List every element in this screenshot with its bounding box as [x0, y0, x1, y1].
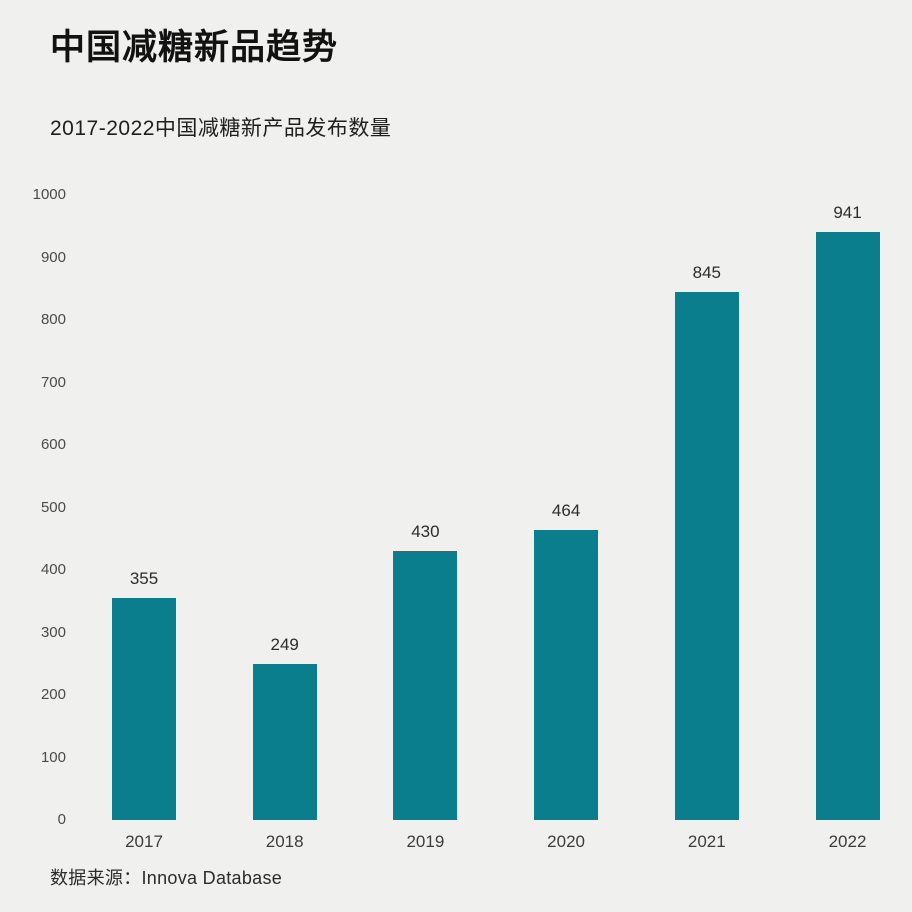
- bar-value-label: 430: [411, 522, 440, 542]
- bar-2019: [393, 551, 458, 820]
- bar-value-label: 355: [129, 569, 159, 589]
- bar-value-label: 464: [551, 501, 581, 520]
- y-axis-tick-label: 700: [40, 373, 66, 391]
- chart-title: 中国减糖新品趋势: [50, 28, 339, 67]
- x-axis-category-label: 2022: [828, 832, 867, 851]
- y-axis-tick-label: 1000: [32, 186, 66, 203]
- y-axis-tick-label: 300: [40, 623, 66, 641]
- x-axis-category-label: 2017: [125, 832, 163, 851]
- data-source-note: 数据来源：Innova Database: [50, 868, 283, 888]
- y-axis-tick-label: 100: [40, 748, 66, 766]
- bar-value-label: 941: [833, 202, 862, 222]
- x-axis-category-label: 2020: [547, 832, 585, 851]
- y-axis-tick-label: 200: [40, 686, 66, 703]
- bar-2021: [674, 291, 739, 820]
- y-axis-tick-label: 500: [40, 498, 66, 516]
- y-axis-tick-label: 600: [40, 436, 66, 453]
- chart-subtitle: 2017-2022中国减糖新产品发布数量: [50, 117, 392, 140]
- bar-value-label: 249: [270, 635, 299, 655]
- bar-2022: [815, 231, 880, 820]
- y-axis-tick-label: 400: [40, 561, 66, 578]
- y-axis-tick-label: 900: [40, 248, 66, 266]
- x-axis-category-label: 2021: [687, 832, 726, 851]
- y-axis-tick-label: 0: [57, 811, 66, 828]
- x-axis-category-label: 2019: [406, 832, 445, 851]
- bar-2020: [534, 530, 599, 820]
- bar-2018: [252, 664, 317, 820]
- bar-2017: [112, 598, 176, 820]
- y-axis-tick-label: 800: [40, 311, 66, 328]
- bar-value-label: 845: [692, 262, 721, 282]
- x-axis-category-label: 2018: [265, 832, 304, 851]
